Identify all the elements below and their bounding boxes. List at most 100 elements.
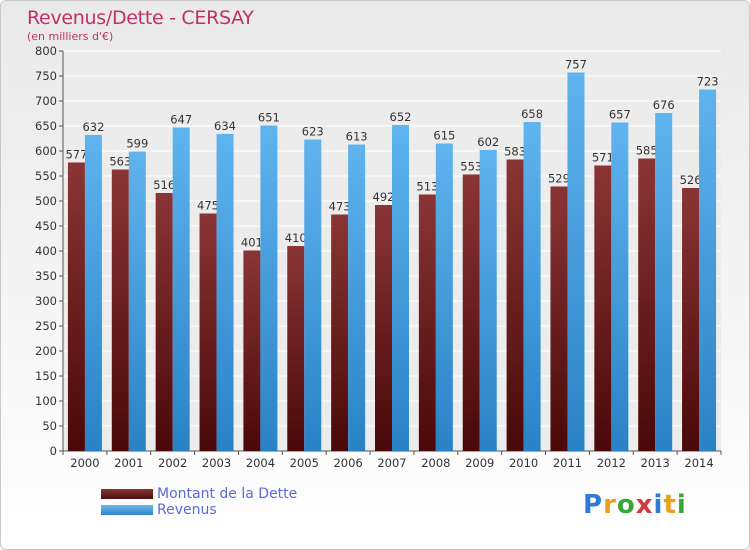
data-label-dette: 401: [241, 236, 263, 250]
bar-revenus: [260, 125, 278, 451]
y-tick-label: 650: [35, 119, 57, 133]
data-label-revenus: 602: [477, 135, 499, 149]
y-tick-label: 200: [35, 344, 57, 358]
bar-revenus: [567, 72, 585, 451]
proxiti-logo: Proxiti: [583, 490, 687, 520]
data-label-revenus: 723: [697, 75, 719, 89]
data-label-revenus: 599: [126, 137, 148, 151]
data-label-dette: 585: [636, 144, 658, 158]
y-tick-label: 250: [35, 319, 57, 333]
bar-revenus: [435, 143, 453, 451]
data-label-dette: 577: [65, 148, 87, 162]
legend-swatch-revenus: [101, 505, 153, 515]
x-tick-label: 2012: [597, 456, 626, 470]
bar-dette: [638, 158, 656, 451]
x-tick-label: 2014: [684, 456, 713, 470]
bar-dette: [418, 194, 436, 451]
y-tick-label: 600: [35, 144, 57, 158]
legend-label-dette: Montant de la Dette: [157, 486, 298, 502]
y-tick-label: 800: [35, 44, 57, 58]
data-label-revenus: 651: [258, 111, 280, 125]
bar-dette: [506, 159, 524, 451]
data-label-revenus: 623: [302, 125, 324, 139]
x-tick-label: 2010: [509, 456, 538, 470]
chart-subtitle: (en milliers d'€): [27, 30, 114, 43]
y-tick-label: 300: [35, 294, 57, 308]
y-tick-label: 50: [42, 419, 57, 433]
y-tick-label: 100: [35, 394, 57, 408]
y-tick-label: 400: [35, 244, 57, 258]
data-label-revenus: 652: [390, 110, 412, 124]
data-label-revenus: 647: [170, 113, 192, 127]
x-tick-label: 2000: [70, 456, 99, 470]
data-label-revenus: 613: [346, 130, 368, 144]
data-label-dette: 513: [416, 180, 438, 194]
logo-letter: r: [603, 490, 617, 520]
x-tick-label: 2008: [421, 456, 450, 470]
data-label-revenus: 632: [82, 120, 104, 134]
data-label-dette: 526: [680, 173, 702, 187]
legend-swatch-dette: [101, 489, 153, 499]
x-tick-label: 2006: [333, 456, 362, 470]
data-label-revenus: 657: [609, 108, 631, 122]
x-tick-label: 2007: [377, 456, 406, 470]
bar-dette: [462, 174, 480, 451]
logo-letter: i: [653, 490, 664, 520]
data-label-revenus: 757: [565, 58, 587, 72]
data-label-revenus: 634: [214, 119, 236, 133]
data-label-dette: 553: [460, 160, 482, 174]
bar-dette: [550, 186, 568, 451]
bar-dette: [682, 188, 700, 451]
x-tick-label: 2005: [290, 456, 319, 470]
bar-dette: [199, 213, 217, 451]
bar-dette: [375, 205, 392, 451]
bar-revenus: [611, 122, 629, 451]
bar-dette: [594, 165, 612, 451]
bar-dette: [111, 169, 129, 451]
logo-letter: t: [663, 490, 677, 520]
bar-revenus: [172, 127, 190, 451]
logo-letter: i: [676, 490, 687, 520]
bar-revenus: [655, 113, 673, 451]
logo-letter: P: [583, 490, 604, 520]
bar-revenus: [479, 150, 497, 451]
y-tick-label: 150: [35, 369, 57, 383]
bar-revenus: [84, 135, 102, 451]
data-label-dette: 475: [197, 199, 219, 213]
chart-title: Revenus/Dette - CERSAY: [27, 7, 254, 29]
bar-dette: [67, 162, 85, 451]
bar-dette: [155, 193, 173, 451]
x-tick-label: 2009: [465, 456, 494, 470]
bar-revenus: [699, 89, 717, 451]
y-tick-label: 0: [50, 444, 57, 458]
bar-revenus: [348, 144, 366, 451]
data-label-dette: 516: [153, 178, 175, 192]
y-tick-label: 450: [35, 219, 57, 233]
data-label-dette: 529: [548, 172, 570, 186]
x-tick-label: 2011: [553, 456, 582, 470]
bar-dette: [331, 214, 349, 451]
bar-revenus: [216, 134, 234, 451]
logo-letter: o: [616, 490, 636, 520]
x-tick-label: 2003: [202, 456, 231, 470]
data-label-dette: 583: [504, 145, 526, 159]
bar-revenus: [392, 125, 409, 451]
y-tick-label: 500: [35, 194, 57, 208]
bar-revenus: [523, 122, 541, 451]
bar-dette: [243, 250, 261, 451]
legend-label-revenus: Revenus: [157, 502, 217, 518]
bar-revenus: [128, 151, 146, 451]
data-label-revenus: 658: [521, 107, 543, 121]
data-label-dette: 473: [329, 200, 351, 214]
x-tick-label: 2002: [158, 456, 187, 470]
y-tick-label: 700: [35, 94, 57, 108]
data-label-revenus: 676: [653, 98, 675, 112]
x-tick-label: 2001: [114, 456, 143, 470]
y-tick-label: 750: [35, 69, 57, 83]
x-tick-label: 2004: [246, 456, 275, 470]
logo-letter: x: [635, 490, 654, 520]
y-tick-label: 550: [35, 169, 57, 183]
data-label-dette: 492: [373, 190, 395, 204]
